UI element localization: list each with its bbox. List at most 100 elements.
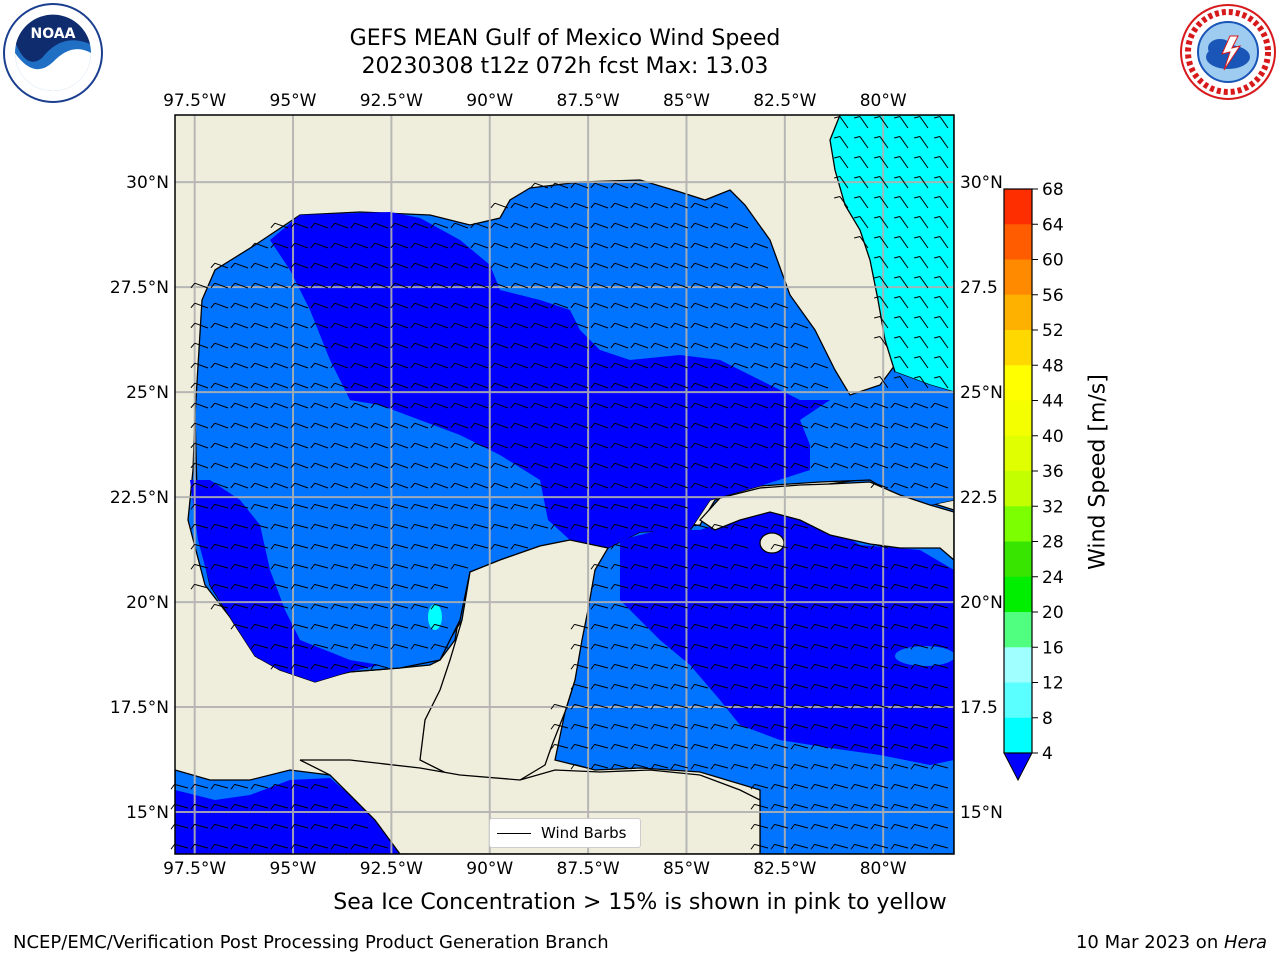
wind-barb xyxy=(770,523,789,530)
wind-barb xyxy=(450,362,469,369)
wind-barb xyxy=(690,482,709,489)
wind-barb xyxy=(894,316,909,329)
wind-barb xyxy=(810,643,829,650)
gulf-ocean-below-4-caribbean xyxy=(620,510,954,765)
wind-barb xyxy=(770,583,789,590)
wind-barb xyxy=(630,563,649,570)
wind-barb xyxy=(854,236,869,249)
wind-barb xyxy=(310,342,329,349)
wind-barb xyxy=(370,382,389,389)
wind-barb xyxy=(410,402,429,409)
wind-barb xyxy=(670,523,689,530)
wind-barb xyxy=(650,623,669,630)
wind-barb xyxy=(750,823,769,830)
wind-barb xyxy=(330,222,349,229)
wind-barb xyxy=(730,643,749,650)
wind-barb xyxy=(470,242,489,249)
wind-barb xyxy=(710,222,729,229)
wind-barb xyxy=(210,362,229,369)
wind-barb xyxy=(650,583,669,590)
wind-barb xyxy=(770,783,789,790)
wind-barb xyxy=(934,116,949,129)
wind-barb xyxy=(330,623,349,630)
wind-barb xyxy=(370,503,389,510)
wind-barb xyxy=(410,523,429,530)
wind-barb xyxy=(630,262,649,269)
wind-barb xyxy=(190,462,209,469)
wind-barb xyxy=(190,362,209,369)
lon-tick-label-top: 92.5°W xyxy=(360,91,423,111)
wind-barb xyxy=(630,442,649,449)
wind-barb xyxy=(450,402,469,409)
wind-barb xyxy=(690,282,709,289)
wind-barb xyxy=(310,563,329,570)
wind-barb xyxy=(450,222,469,229)
wind-barb xyxy=(850,683,869,690)
wind-barb xyxy=(770,843,789,850)
wind-barb xyxy=(210,543,229,550)
wind-barb xyxy=(770,763,789,770)
wind-barb xyxy=(270,422,289,429)
wind-barb xyxy=(730,262,749,269)
wind-barb xyxy=(250,523,269,530)
wind-barb xyxy=(550,382,569,389)
wind-barb xyxy=(670,342,689,349)
wind-barb xyxy=(770,402,789,409)
wind-barb xyxy=(570,222,589,229)
wind-barb xyxy=(310,242,329,249)
wind-barb xyxy=(870,462,889,469)
wind-barb xyxy=(910,843,929,850)
wind-barb xyxy=(830,763,849,770)
wind-barb xyxy=(730,523,749,530)
wind-barb xyxy=(710,643,729,650)
wind-barb xyxy=(290,543,309,550)
wind-barb xyxy=(310,623,329,630)
wind-barb xyxy=(550,362,569,369)
wind-barb xyxy=(490,462,509,469)
wind-barb xyxy=(250,462,269,469)
wind-barb xyxy=(850,603,869,610)
wind-barb xyxy=(690,683,709,690)
wind-barb xyxy=(530,302,549,309)
wind-barb xyxy=(470,543,489,550)
wind-barb xyxy=(770,302,789,309)
wind-barb xyxy=(390,362,409,369)
wind-barb xyxy=(270,543,289,550)
wind-barb xyxy=(750,843,769,850)
wind-barb xyxy=(930,743,949,750)
colorbar-tick-label: 4 xyxy=(1042,744,1053,764)
wind-barb xyxy=(290,523,309,530)
wind-barb xyxy=(874,136,889,149)
wind-barb xyxy=(330,543,349,550)
wind-barb xyxy=(750,302,769,309)
wind-barb xyxy=(810,703,829,710)
wind-barb xyxy=(350,442,369,449)
wind-barb xyxy=(290,563,309,570)
wind-barb xyxy=(670,242,689,249)
wind-barb xyxy=(290,222,309,229)
wind-barb xyxy=(250,843,269,850)
wind-barb xyxy=(630,182,649,189)
wind-barb xyxy=(790,803,809,810)
wind-barb xyxy=(550,703,569,710)
wind-barb xyxy=(290,402,309,409)
wind-barb xyxy=(550,342,569,349)
wind-barb xyxy=(770,342,789,349)
wind-barb xyxy=(490,482,509,489)
wind-barb xyxy=(510,523,529,530)
colorbar-tick-label: 24 xyxy=(1042,568,1064,588)
wind-barb xyxy=(590,623,609,630)
wind-barb xyxy=(570,182,589,189)
wind-barb xyxy=(390,523,409,530)
wind-barb xyxy=(290,262,309,269)
wind-barb xyxy=(370,603,389,610)
wind-barb xyxy=(810,563,829,570)
wind-barb xyxy=(650,442,669,449)
wind-barb xyxy=(570,342,589,349)
wind-barb xyxy=(690,643,709,650)
wind-barb xyxy=(874,176,889,189)
wind-barb xyxy=(270,242,289,249)
colorbar-tick-label: 48 xyxy=(1042,356,1064,376)
wind-barb xyxy=(190,803,209,810)
wind-barb xyxy=(290,783,309,790)
